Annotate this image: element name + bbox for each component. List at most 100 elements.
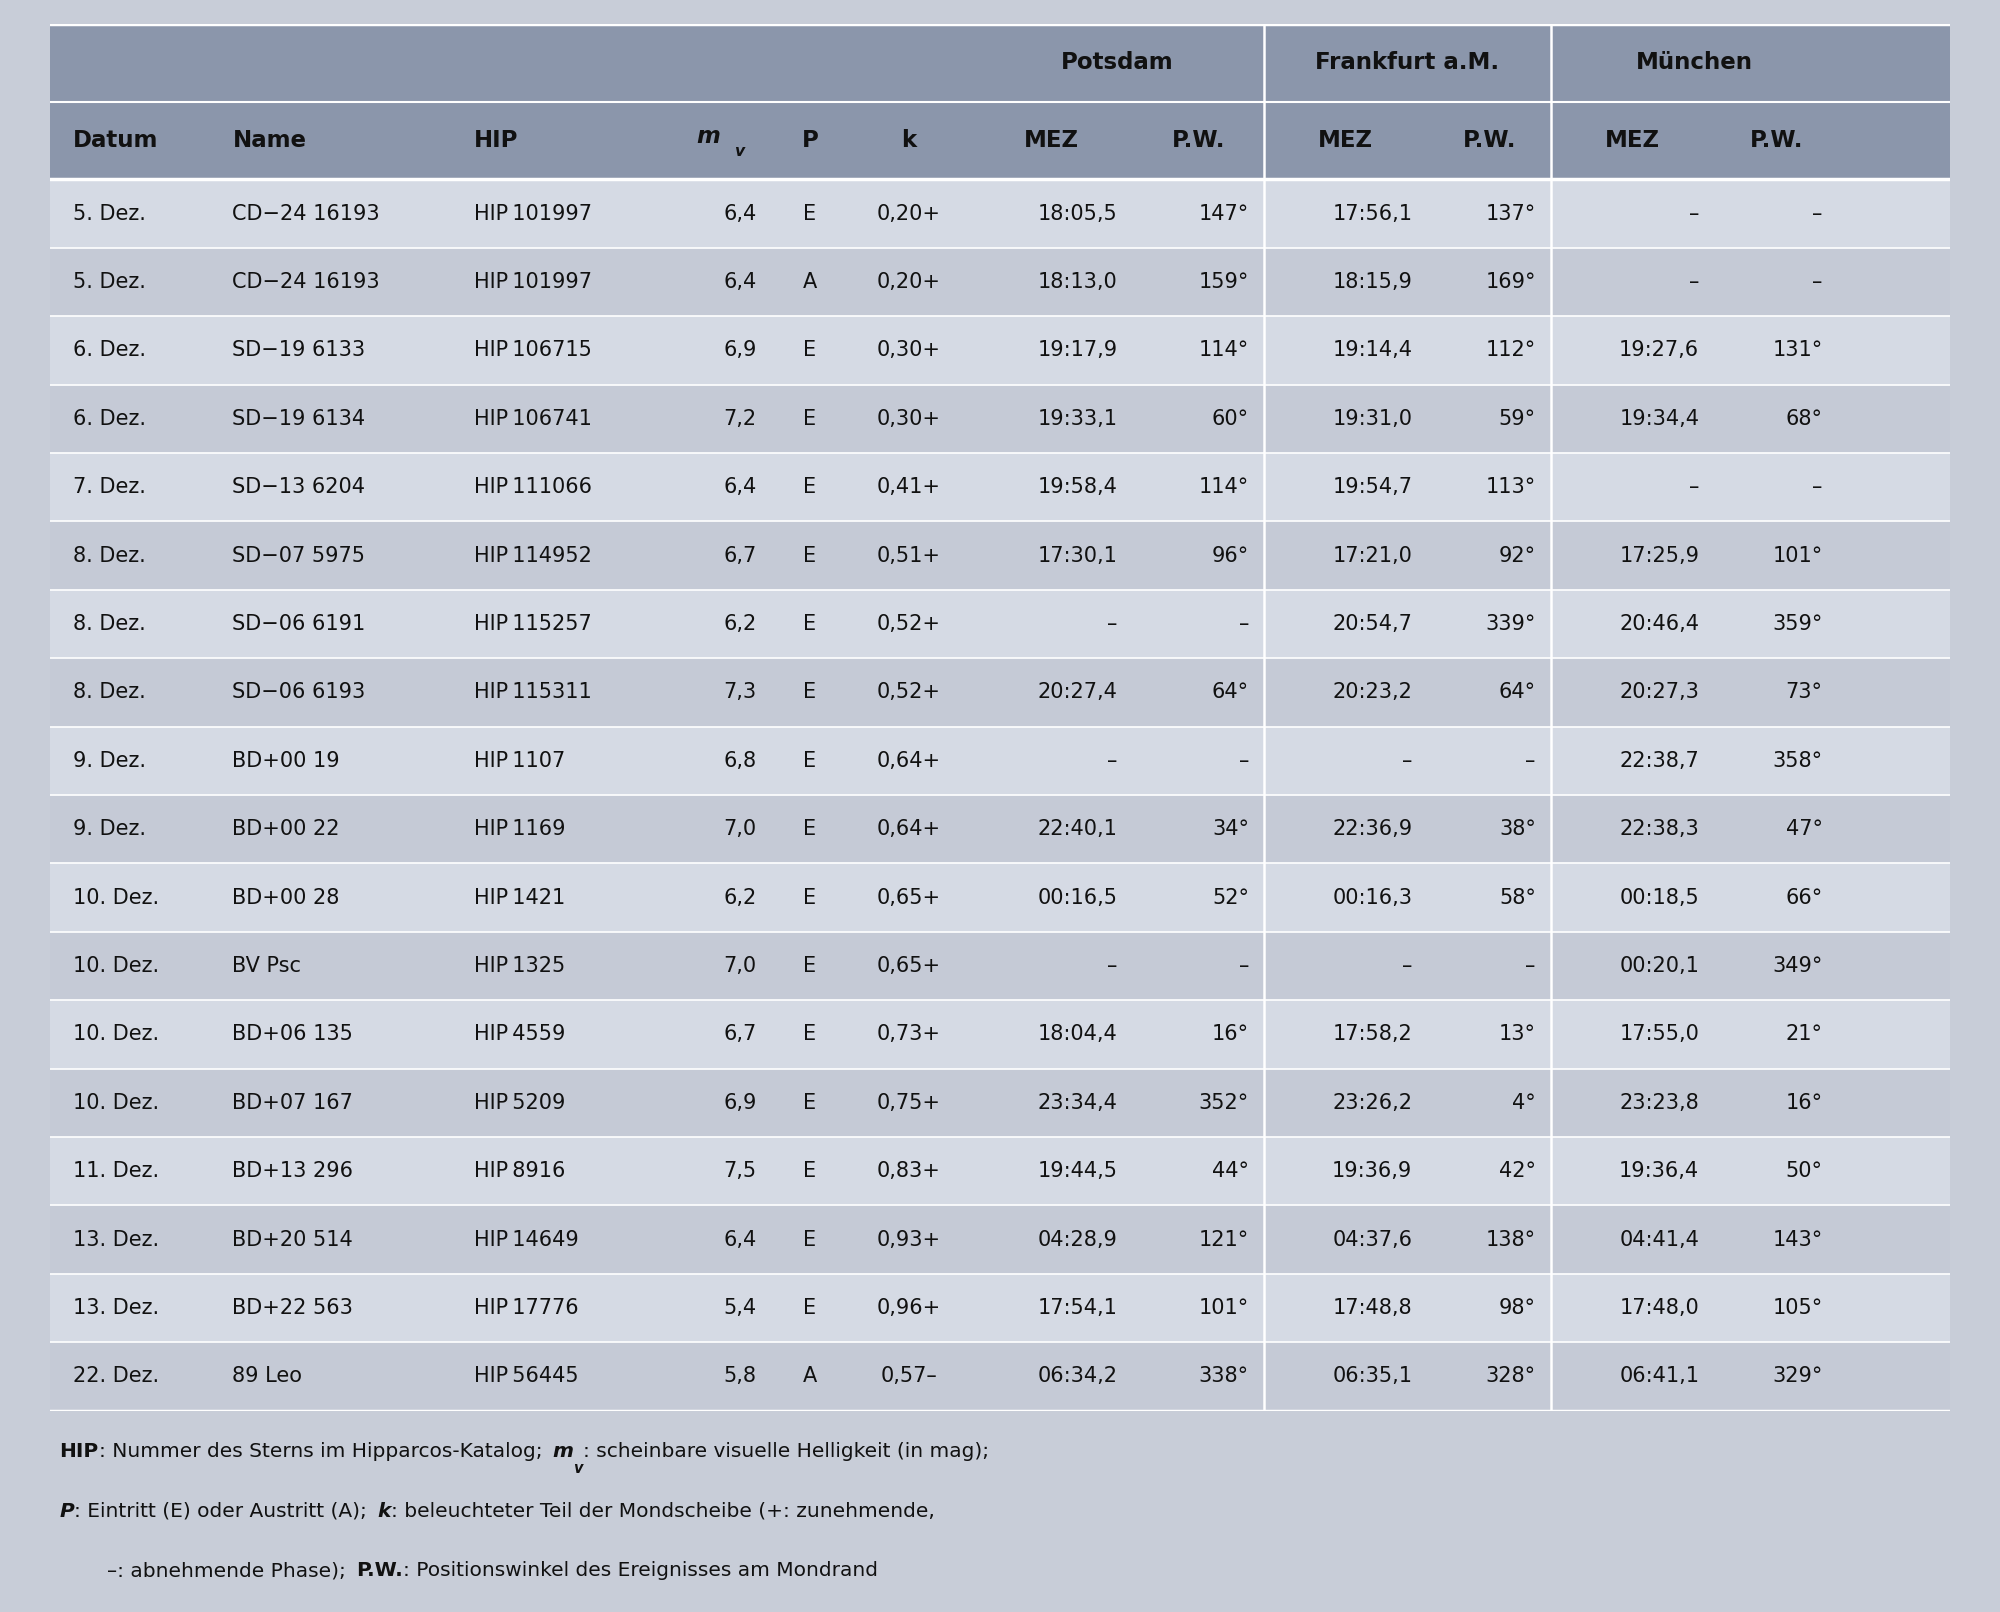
Text: 17:58,2: 17:58,2 [1332,1024,1412,1045]
Text: 138°: 138° [1486,1230,1536,1249]
Text: 18:15,9: 18:15,9 [1332,272,1412,292]
Text: P.W.: P.W. [1750,129,1802,152]
Bar [50,1343,1950,1410]
Text: CD−24 16193: CD−24 16193 [232,203,380,224]
Bar [50,24,1950,102]
Text: E: E [804,1161,816,1182]
Text: BV Psc: BV Psc [232,956,302,975]
Text: E: E [804,1230,816,1249]
Text: 18:04,4: 18:04,4 [1038,1024,1118,1045]
Bar [50,248,1950,316]
Text: HIP 1325: HIP 1325 [474,956,564,975]
Text: BD+07 167: BD+07 167 [232,1093,354,1112]
Text: 147°: 147° [1198,203,1248,224]
Text: 18:05,5: 18:05,5 [1038,203,1118,224]
Text: : Eintritt (E) oder Austritt (A);: : Eintritt (E) oder Austritt (A); [74,1502,378,1520]
Text: v: v [574,1460,584,1477]
Text: 04:28,9: 04:28,9 [1038,1230,1118,1249]
Text: 131°: 131° [1772,340,1822,361]
Text: SD−07 5975: SD−07 5975 [232,545,366,566]
Text: HIP 106741: HIP 106741 [474,409,592,429]
Text: 6,4: 6,4 [724,477,756,496]
Text: 6,7: 6,7 [724,545,756,566]
Text: 9. Dez.: 9. Dez. [72,819,146,840]
Text: m: m [696,126,720,148]
Bar [50,795,1950,864]
Text: 16°: 16° [1212,1024,1248,1045]
Text: 6,4: 6,4 [724,1230,756,1249]
Text: –: – [1108,614,1118,634]
Text: 22:36,9: 22:36,9 [1332,819,1412,840]
Text: 10. Dez.: 10. Dez. [72,1093,158,1112]
Text: : beleuchteter Teil der Mondscheibe (+: zunehmende,: : beleuchteter Teil der Mondscheibe (+: … [390,1502,934,1520]
Text: –: – [1812,477,1822,496]
Text: –: – [1526,956,1536,975]
Text: 13. Dez.: 13. Dez. [72,1230,158,1249]
Text: 04:41,4: 04:41,4 [1620,1230,1700,1249]
Text: 339°: 339° [1486,614,1536,634]
Text: HIP: HIP [60,1443,98,1462]
Text: 8. Dez.: 8. Dez. [72,545,146,566]
Text: E: E [804,409,816,429]
Text: 0,73+: 0,73+ [876,1024,940,1045]
Text: 0,30+: 0,30+ [876,409,940,429]
Bar [50,316,1950,385]
Text: BD+00 19: BD+00 19 [232,751,340,771]
Text: : scheinbare visuelle Helligkeit (in mag);: : scheinbare visuelle Helligkeit (in mag… [584,1443,990,1462]
Text: 10. Dez.: 10. Dez. [72,956,158,975]
Text: –: – [1238,614,1248,634]
Text: 50°: 50° [1786,1161,1822,1182]
Text: 0,30+: 0,30+ [876,340,940,361]
Bar [50,1206,1950,1273]
Text: 19:34,4: 19:34,4 [1620,409,1700,429]
Text: 6. Dez.: 6. Dez. [72,340,146,361]
Text: 7,2: 7,2 [724,409,756,429]
Text: HIP 111066: HIP 111066 [474,477,592,496]
Text: A: A [802,272,818,292]
Text: 23:23,8: 23:23,8 [1620,1093,1700,1112]
Text: 19:31,0: 19:31,0 [1332,409,1412,429]
Text: 143°: 143° [1772,1230,1822,1249]
Text: 113°: 113° [1486,477,1536,496]
Text: 0,65+: 0,65+ [876,888,940,908]
Text: E: E [804,1024,816,1045]
Text: 329°: 329° [1772,1367,1822,1386]
Bar [50,1069,1950,1136]
Text: 101°: 101° [1198,1298,1248,1319]
Text: 17:30,1: 17:30,1 [1038,545,1118,566]
Text: 96°: 96° [1212,545,1248,566]
Text: –: – [1108,751,1118,771]
Text: 20:46,4: 20:46,4 [1620,614,1700,634]
Text: 23:26,2: 23:26,2 [1332,1093,1412,1112]
Text: HIP 1107: HIP 1107 [474,751,564,771]
Text: 0,93+: 0,93+ [876,1230,940,1249]
Text: 159°: 159° [1198,272,1248,292]
Text: 17:48,8: 17:48,8 [1332,1298,1412,1319]
Text: 06:35,1: 06:35,1 [1332,1367,1412,1386]
Text: 22:40,1: 22:40,1 [1038,819,1118,840]
Text: SD−13 6204: SD−13 6204 [232,477,366,496]
Text: BD+20 514: BD+20 514 [232,1230,354,1249]
Text: 92°: 92° [1498,545,1536,566]
Text: 00:16,5: 00:16,5 [1038,888,1118,908]
Text: –: – [1812,203,1822,224]
Text: 13. Dez.: 13. Dez. [72,1298,158,1319]
Text: E: E [804,819,816,840]
Text: 338°: 338° [1198,1367,1248,1386]
Text: k: k [378,1502,390,1520]
Text: A: A [802,1367,818,1386]
Text: –: – [1108,956,1118,975]
Text: P.W.: P.W. [1172,129,1226,152]
Text: HIP 115257: HIP 115257 [474,614,592,634]
Text: 17:21,0: 17:21,0 [1332,545,1412,566]
Text: 68°: 68° [1786,409,1822,429]
Text: SD−19 6133: SD−19 6133 [232,340,366,361]
Text: v: v [734,143,744,160]
Text: : Nummer des Sterns im Hipparcos-Katalog;: : Nummer des Sterns im Hipparcos-Katalog… [98,1443,552,1462]
Text: 352°: 352° [1198,1093,1248,1112]
Text: BD+00 22: BD+00 22 [232,819,340,840]
Text: 23:34,4: 23:34,4 [1038,1093,1118,1112]
Text: München: München [1636,52,1752,74]
Text: 66°: 66° [1786,888,1822,908]
Text: 19:54,7: 19:54,7 [1332,477,1412,496]
